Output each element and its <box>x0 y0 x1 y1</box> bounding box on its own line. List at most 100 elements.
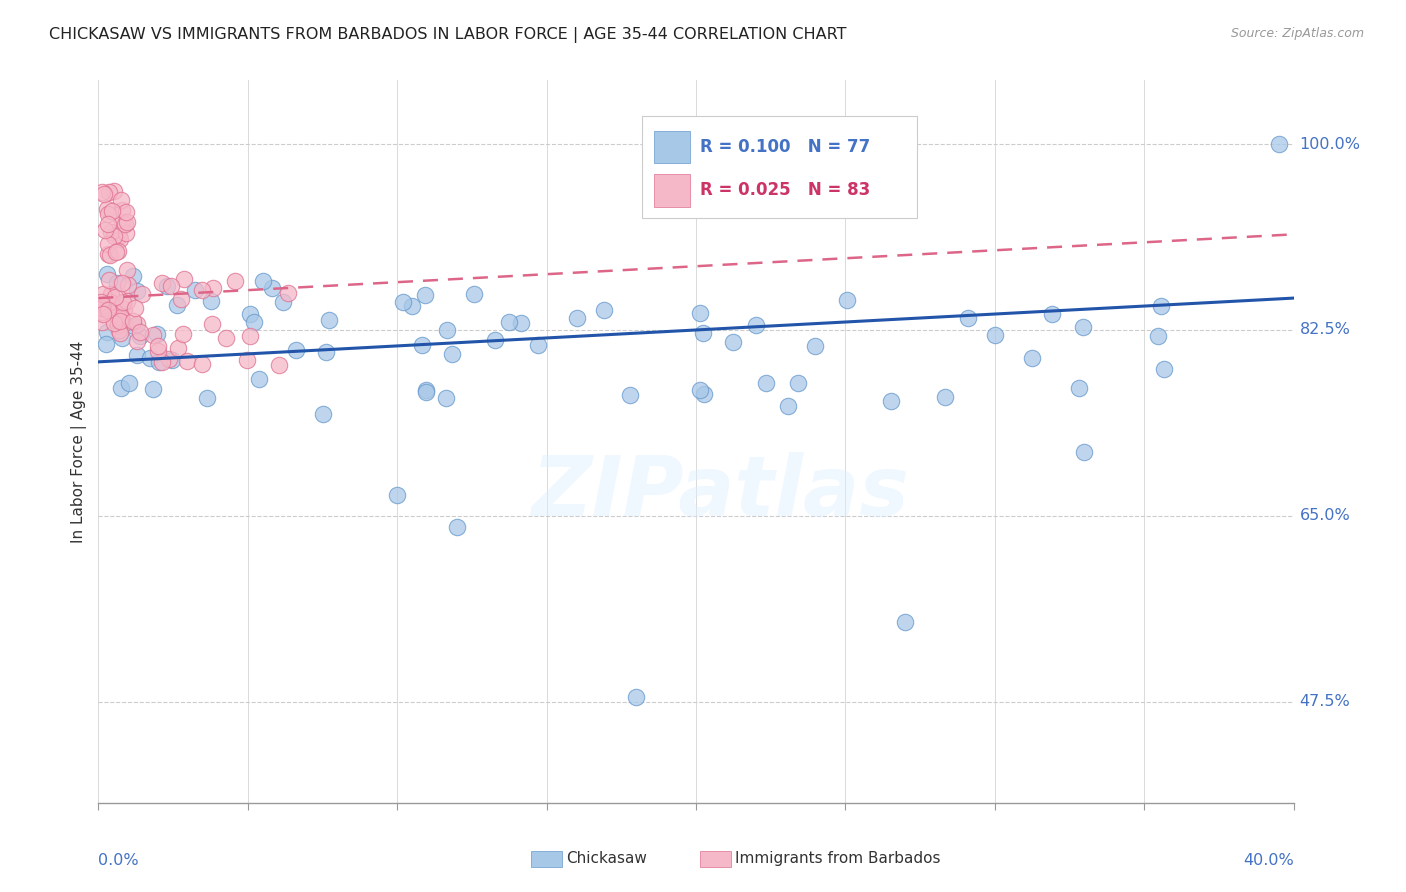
Point <box>1069 381 1091 395</box>
Point <box>91 305 114 319</box>
Point <box>108 313 131 327</box>
Point <box>434 391 457 405</box>
Point <box>111 215 134 229</box>
Point <box>1146 329 1168 343</box>
Point <box>100 203 122 218</box>
Point <box>112 302 135 317</box>
Point <box>498 314 520 328</box>
Point <box>115 205 138 219</box>
Point <box>269 358 291 372</box>
Point <box>160 279 183 293</box>
Point <box>112 294 135 309</box>
Point <box>96 202 118 217</box>
Point <box>311 407 333 421</box>
Point <box>401 299 423 313</box>
Point <box>107 244 129 259</box>
Point <box>104 290 127 304</box>
Point <box>111 202 134 217</box>
Point <box>146 327 169 342</box>
Point <box>755 376 778 391</box>
Point <box>115 226 138 240</box>
Point <box>115 293 138 308</box>
Point <box>127 285 149 299</box>
Point <box>128 325 150 339</box>
Point <box>97 298 120 312</box>
Text: CHICKASAW VS IMMIGRANTS FROM BARBADOS IN LABOR FORCE | AGE 35-44 CORRELATION CHA: CHICKASAW VS IMMIGRANTS FROM BARBADOS IN… <box>49 27 846 43</box>
Point <box>745 318 768 332</box>
Point <box>413 288 436 302</box>
Point <box>97 247 120 261</box>
Text: 0.0%: 0.0% <box>98 854 139 869</box>
Point <box>96 268 118 282</box>
Text: R = 0.025   N = 83: R = 0.025 N = 83 <box>700 181 870 199</box>
Point <box>215 331 238 345</box>
Point <box>107 228 129 243</box>
Point <box>440 346 463 360</box>
Point <box>173 271 195 285</box>
Point <box>117 277 139 292</box>
Point <box>90 185 112 199</box>
Point <box>111 331 134 345</box>
Point <box>1040 307 1063 321</box>
Point <box>98 294 121 309</box>
Point <box>463 287 485 301</box>
Point <box>252 274 274 288</box>
Point <box>1071 320 1094 334</box>
Point <box>108 231 131 245</box>
Point <box>108 323 131 337</box>
Point <box>125 334 148 348</box>
Point <box>148 355 170 369</box>
Point <box>436 323 458 337</box>
Text: 82.5%: 82.5% <box>1299 323 1350 337</box>
Point <box>91 299 114 313</box>
Point <box>97 207 120 221</box>
Point <box>169 292 191 306</box>
Point <box>131 287 153 301</box>
Point <box>446 519 468 533</box>
Point <box>201 281 224 295</box>
Point <box>111 277 134 291</box>
Point <box>689 306 711 320</box>
Point <box>121 268 143 283</box>
Text: Immigrants from Barbados: Immigrants from Barbados <box>735 852 941 866</box>
Point <box>117 263 139 277</box>
Point <box>242 315 264 329</box>
Point <box>97 302 120 317</box>
Point <box>110 381 132 395</box>
Text: 47.5%: 47.5% <box>1299 694 1350 709</box>
Point <box>1150 299 1173 313</box>
Point <box>1153 361 1175 376</box>
Point <box>122 319 145 334</box>
Point <box>934 390 956 404</box>
Point <box>804 339 827 353</box>
Point <box>195 392 218 406</box>
Point <box>415 383 437 397</box>
Point <box>115 215 138 229</box>
Point <box>94 336 117 351</box>
Point <box>97 217 120 231</box>
Point <box>108 326 131 341</box>
Point <box>93 186 115 201</box>
Text: Chickasaw: Chickasaw <box>567 852 648 866</box>
Point <box>239 307 262 321</box>
Point <box>184 283 207 297</box>
Point <box>894 615 917 630</box>
Point <box>150 276 173 290</box>
Point <box>118 376 141 391</box>
Point <box>97 273 120 287</box>
Point <box>103 317 125 331</box>
Point <box>956 310 979 325</box>
Point <box>103 185 125 199</box>
Point <box>224 274 246 288</box>
Point <box>110 312 132 326</box>
Point <box>626 690 648 704</box>
Point <box>778 399 800 413</box>
Point <box>692 326 714 340</box>
Point <box>415 384 437 399</box>
Point <box>1073 445 1095 459</box>
Point <box>247 372 270 386</box>
Text: 65.0%: 65.0% <box>1299 508 1350 524</box>
Point <box>721 335 744 350</box>
Point <box>142 382 165 396</box>
Point <box>239 329 262 343</box>
